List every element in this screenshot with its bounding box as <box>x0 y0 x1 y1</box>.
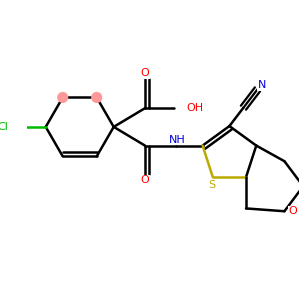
Circle shape <box>58 93 68 102</box>
Text: OH: OH <box>186 103 203 113</box>
Text: S: S <box>208 180 215 190</box>
Text: N: N <box>258 80 266 90</box>
Text: O: O <box>141 68 149 78</box>
Text: O: O <box>289 206 298 216</box>
Text: Cl: Cl <box>0 122 8 132</box>
Text: O: O <box>141 176 149 185</box>
Text: NH: NH <box>169 135 186 145</box>
Circle shape <box>92 93 102 102</box>
